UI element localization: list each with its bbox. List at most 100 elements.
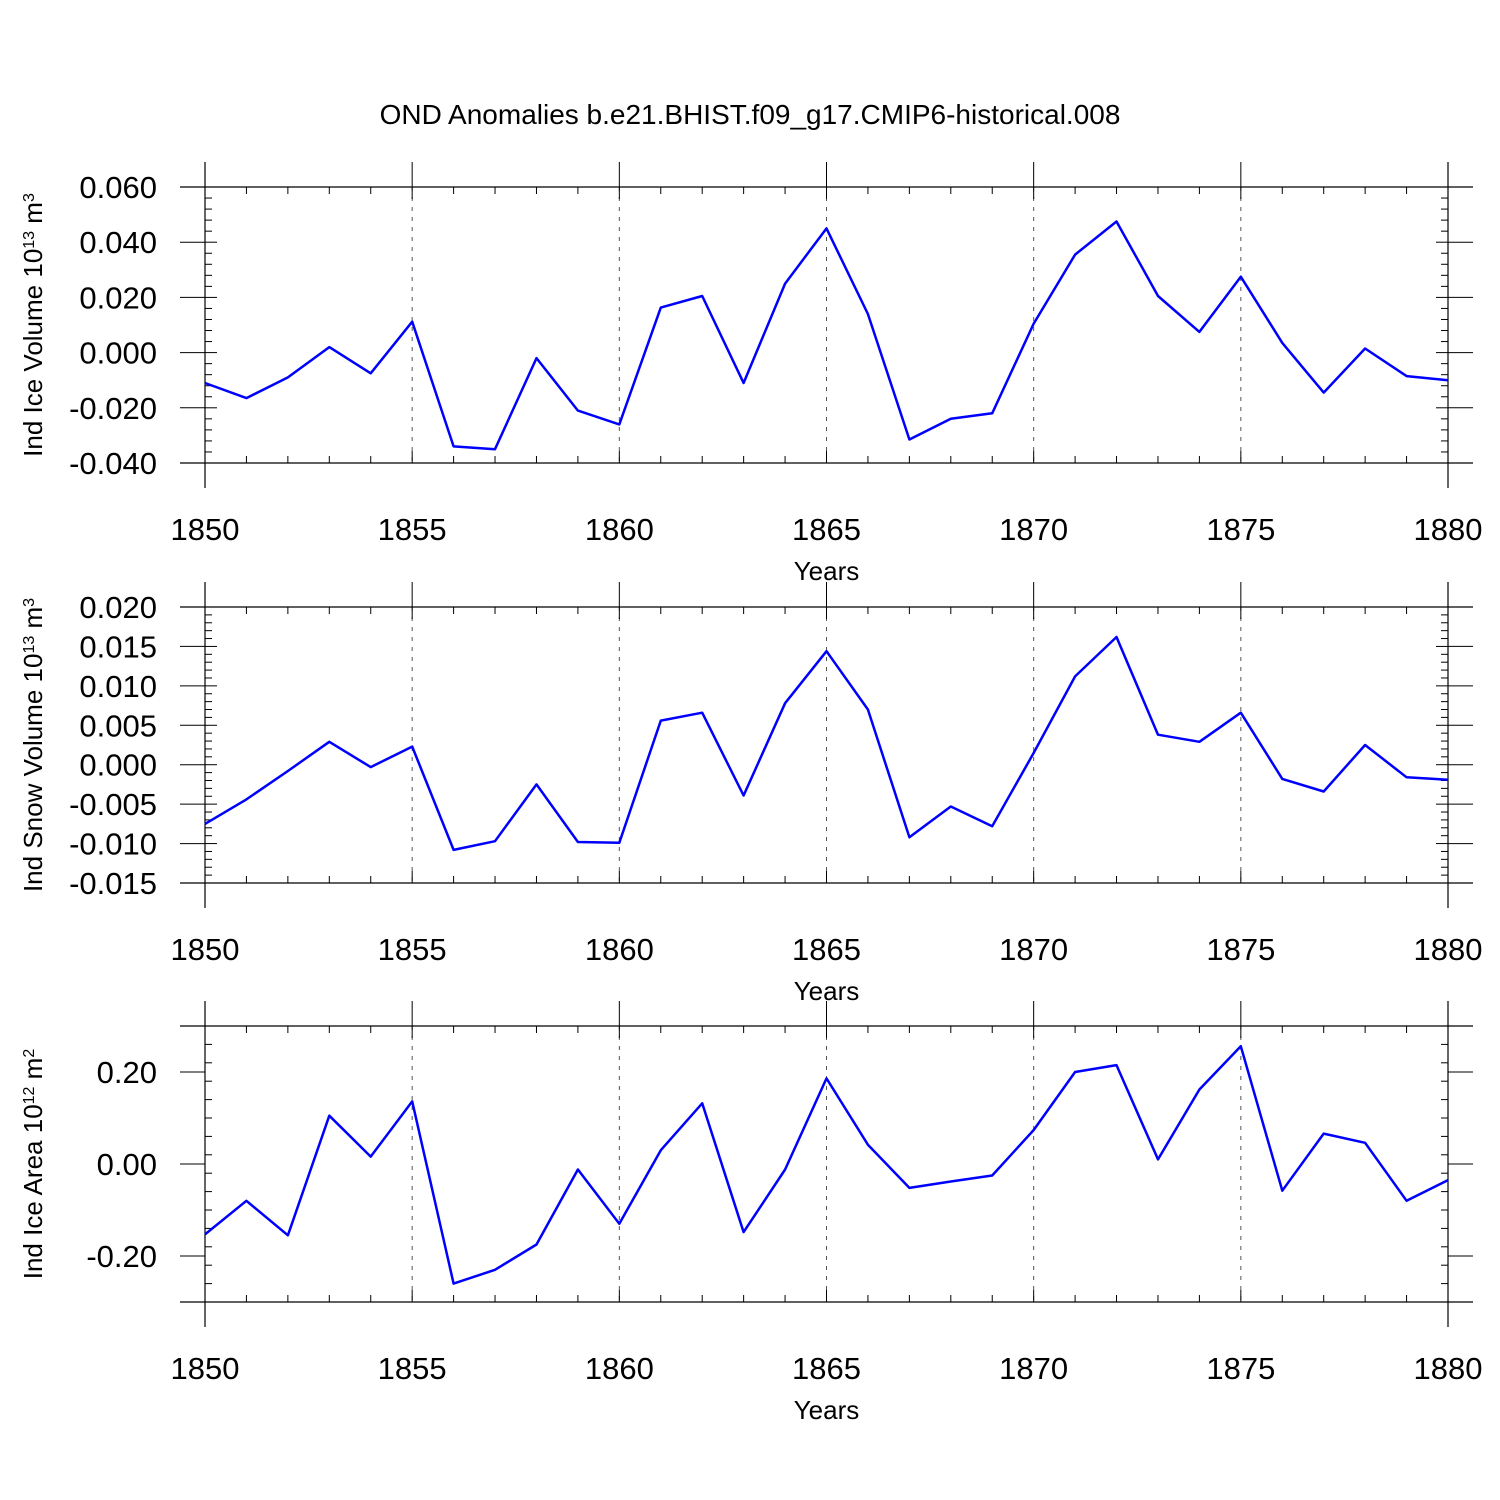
data-point	[1115, 635, 1119, 639]
data-point	[1405, 775, 1409, 779]
data-point	[369, 765, 373, 769]
data-point	[410, 745, 414, 749]
data-point	[949, 805, 953, 809]
data-point	[327, 1114, 331, 1118]
y-axis-title: Ind Ice Area 1012 m2	[18, 1049, 48, 1280]
x-tick-label: 1875	[1206, 932, 1275, 967]
data-point	[1363, 743, 1367, 747]
data-point	[1239, 711, 1243, 715]
y-tick-label: 0.000	[79, 336, 157, 371]
data-point	[410, 1099, 414, 1103]
x-tick-label: 1870	[999, 1351, 1068, 1386]
data-point	[369, 1155, 373, 1159]
x-tick-label: 1880	[1414, 512, 1483, 547]
data-point	[1073, 1070, 1077, 1074]
y-tick-label: -0.005	[69, 787, 157, 822]
data-point	[493, 1268, 497, 1272]
y-tick-label: -0.010	[69, 827, 157, 862]
panel-3: -0.20 0.00 0.20 1850 1855 1860 1865 1870 1875 188…	[18, 1001, 1482, 1425]
y-tick-label: 0.005	[79, 708, 157, 743]
data-point	[1322, 391, 1326, 395]
data-point	[742, 793, 746, 797]
data-point	[1073, 253, 1077, 257]
panel-2: -0.015 -0.010 -0.005 0.000 0.005 0.010 0.015 0.…	[18, 582, 1482, 1006]
data-point	[825, 226, 829, 230]
data-point	[1032, 322, 1036, 326]
data-point	[286, 375, 290, 379]
y-tick-label: 0.060	[79, 170, 157, 205]
data-point	[866, 312, 870, 316]
data-point	[783, 701, 787, 705]
data-point	[659, 719, 663, 723]
data-point	[617, 422, 621, 426]
data-point	[907, 835, 911, 839]
x-tick-label: 1860	[585, 512, 654, 547]
y-tick-label: 0.020	[79, 280, 157, 315]
data-point	[742, 381, 746, 385]
y-tick-label: 0.040	[79, 225, 157, 260]
data-point	[700, 711, 704, 715]
data-point	[369, 371, 373, 375]
data-point	[576, 1168, 580, 1172]
y-axis-title: Ind Ice Volume 1013 m3	[18, 193, 48, 457]
data-point	[286, 769, 290, 773]
y-tick-label: 0.20	[97, 1055, 157, 1090]
x-tick-label: 1850	[171, 1351, 240, 1386]
data-point	[576, 409, 580, 413]
data-point	[949, 417, 953, 421]
x-axis-title: Years	[794, 556, 860, 586]
x-tick-label: 1875	[1206, 1351, 1275, 1386]
data-point	[410, 320, 414, 324]
data-point	[783, 282, 787, 286]
data-point	[907, 438, 911, 442]
data-point	[1156, 294, 1160, 298]
data-point	[1073, 674, 1077, 678]
data-point	[1239, 1044, 1243, 1048]
data-point	[244, 1199, 248, 1203]
x-tick-label: 1855	[378, 512, 447, 547]
data-point	[617, 841, 621, 845]
data-point	[659, 306, 663, 310]
series-line	[204, 220, 1449, 451]
x-tick-label: 1860	[585, 1351, 654, 1386]
y-tick-label: -0.020	[69, 391, 157, 426]
x-tick-label: 1870	[999, 932, 1068, 967]
x-tick-label: 1880	[1414, 1351, 1483, 1386]
x-axis-title: Years	[794, 1395, 860, 1425]
y-tick-label: -0.040	[69, 446, 157, 481]
data-point	[700, 294, 704, 298]
panels: -0.040 -0.020 0.000 0.020 0.040 0.060 1850 1855…	[18, 162, 1482, 1425]
data-point	[534, 1243, 538, 1247]
series-line	[204, 635, 1449, 852]
data-point	[1446, 378, 1450, 382]
data-point	[1156, 733, 1160, 737]
y-tick-label: 0.000	[79, 748, 157, 783]
data-point	[866, 1143, 870, 1147]
data-point	[244, 396, 248, 400]
y-axis-title: Ind Snow Volume 1013 m3	[18, 598, 48, 892]
chart-title: OND Anomalies b.e21.BHIST.f09_g17.CMIP6-…	[380, 99, 1121, 130]
data-point	[1405, 374, 1409, 378]
data-point	[1115, 220, 1119, 224]
data-point	[783, 1168, 787, 1172]
data-point	[1363, 1141, 1367, 1145]
data-point	[327, 740, 331, 744]
panel-1: -0.040 -0.020 0.000 0.020 0.040 0.060 1850 1855…	[18, 162, 1482, 586]
y-tick-label: 0.020	[79, 590, 157, 625]
data-point	[452, 444, 456, 448]
data-point	[1115, 1063, 1119, 1067]
x-tick-label: 1860	[585, 932, 654, 967]
x-tick-label: 1865	[792, 1351, 861, 1386]
data-point	[203, 381, 207, 385]
data-point	[1280, 1189, 1284, 1193]
x-tick-label: 1865	[792, 512, 861, 547]
data-point	[493, 839, 497, 843]
data-point	[327, 345, 331, 349]
data-point	[1322, 1132, 1326, 1136]
data-point	[990, 1174, 994, 1178]
data-point	[825, 649, 829, 653]
x-tick-label: 1870	[999, 512, 1068, 547]
data-point	[452, 848, 456, 852]
data-point	[990, 824, 994, 828]
x-tick-label: 1865	[792, 932, 861, 967]
